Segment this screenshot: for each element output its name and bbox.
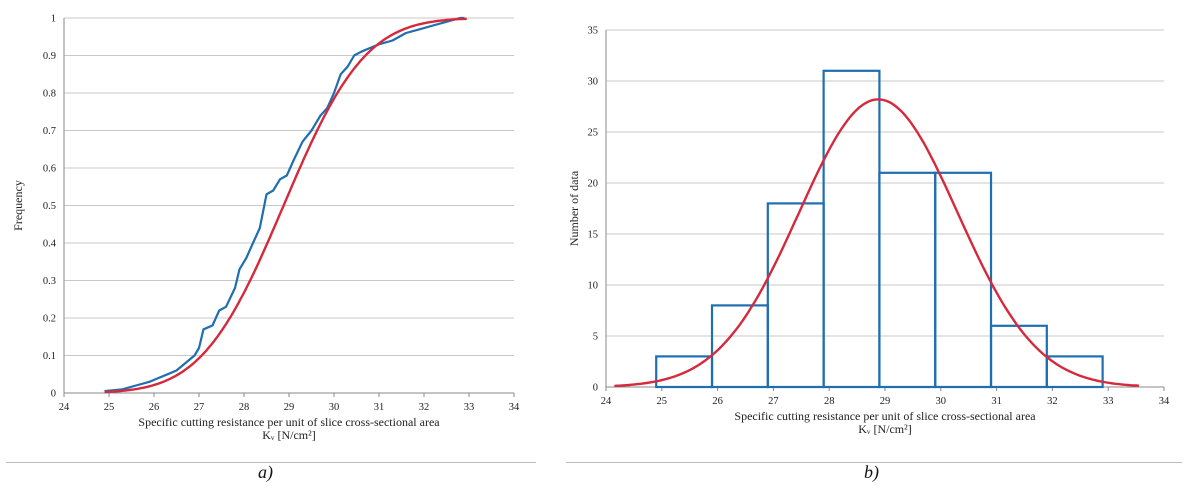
histogram-bar xyxy=(878,171,937,389)
caption-rule-a xyxy=(6,462,536,463)
histogram-bar xyxy=(934,171,993,389)
x-tick-label: 30 xyxy=(329,402,340,413)
x-tick-label: 31 xyxy=(991,396,1002,407)
y-tick-label: 0.9 xyxy=(43,51,56,62)
histogram-bar xyxy=(766,202,825,389)
x-tick-label: 32 xyxy=(419,402,430,413)
y-tick-label: 1 xyxy=(51,14,56,25)
x-tick-label: 27 xyxy=(194,402,205,413)
x-tick-label: 24 xyxy=(59,402,70,413)
x-tick-label: 25 xyxy=(104,402,115,413)
x-tick-label: 32 xyxy=(1047,396,1058,407)
x-tick-label: 27 xyxy=(768,396,779,407)
histogram-bar xyxy=(822,69,881,389)
x-axis-title: Specific cutting resistance per unit of … xyxy=(138,415,440,429)
empirical-series-line xyxy=(104,16,465,393)
x-tick-label: 34 xyxy=(509,402,520,413)
x-axis-title: Specific cutting resistance per unit of … xyxy=(734,409,1036,423)
caption-rule-b xyxy=(566,462,1182,463)
y-tick-label: 30 xyxy=(588,77,599,88)
x-tick-label: 33 xyxy=(464,402,475,413)
x-tick-label: 25 xyxy=(657,396,668,407)
histogram-bar xyxy=(1045,355,1104,389)
caption-a: a) xyxy=(258,462,273,482)
caption-b: b) xyxy=(864,462,879,482)
x-tick-label: 31 xyxy=(374,402,385,413)
y-tick-label: 20 xyxy=(588,179,599,190)
x-axis-unit: Kᵥ [N/cm²] xyxy=(262,428,315,442)
cumulative-frequency-chart: 0 0.1 0.2 0.3 0.4 0.5 0.6 0.7 0.8 0.9 1 24 25 26 27 28 2… xyxy=(11,14,520,443)
chart-panel-cumulative: 0 0.1 0.2 0.3 0.4 0.5 0.6 0.7 0.8 0.9 1 24 25 26 27 28 2… xyxy=(0,0,540,462)
x-tick-label: 26 xyxy=(712,396,723,407)
y-tick-label: 0.7 xyxy=(43,126,56,137)
y-tick-label: 10 xyxy=(588,281,599,292)
y-tick-label: 0.6 xyxy=(43,164,56,175)
y-axis-title: Frequency xyxy=(11,180,25,231)
histogram-bar xyxy=(989,324,1048,389)
y-tick-label: 0.5 xyxy=(43,201,56,212)
y-axis-title: Number of data xyxy=(567,170,581,246)
x-axis-unit: Kᵥ [N/cm²] xyxy=(858,422,911,436)
x-tick-label: 26 xyxy=(149,402,160,413)
histogram-chart: 0 5 10 15 20 25 30 35 24 25 26 27 28 29 30 31 32 33 34 Spec… xyxy=(567,26,1170,437)
y-tick-label: 25 xyxy=(588,128,599,139)
y-tick-label: 0 xyxy=(593,383,598,394)
x-tick-label: 29 xyxy=(284,402,295,413)
y-tick-label: 0.3 xyxy=(43,276,56,287)
fitted-cdf-curve xyxy=(104,17,467,394)
fitted-normal-curve xyxy=(614,98,1139,388)
x-tick-label: 30 xyxy=(936,396,947,407)
y-tick-label: 0.8 xyxy=(43,89,56,100)
x-tick-label: 29 xyxy=(880,396,891,407)
y-tick-label: 0 xyxy=(51,389,56,400)
y-tick-label: 5 xyxy=(593,332,598,343)
y-tick-label: 0.2 xyxy=(43,314,56,325)
x-tick-label: 34 xyxy=(1159,396,1170,407)
y-tick-label: 35 xyxy=(588,26,599,37)
x-tick-label: 28 xyxy=(239,402,250,413)
y-tick-label: 15 xyxy=(588,230,599,241)
x-tick-label: 24 xyxy=(601,396,612,407)
y-tick-label: 0.1 xyxy=(43,351,56,362)
y-tick-label: 0.4 xyxy=(43,239,57,250)
x-tick-label: 33 xyxy=(1103,396,1114,407)
x-tick-label: 28 xyxy=(824,396,835,407)
chart-panel-histogram: 0 5 10 15 20 25 30 35 24 25 26 27 28 29 30 31 32 33 34 Spec… xyxy=(566,0,1188,462)
